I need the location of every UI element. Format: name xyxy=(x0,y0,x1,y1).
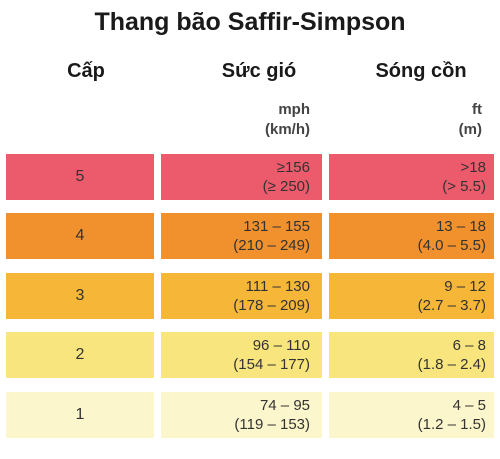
wind-mph: 96 – 110 xyxy=(252,337,310,354)
surge-ft: >18 xyxy=(460,159,486,176)
category-cell: 4 xyxy=(6,213,154,259)
page-title: Thang bão Saffir-Simpson xyxy=(94,8,406,36)
header-category: Cấp xyxy=(67,60,105,82)
wind-cell: 74 – 95 (119 – 153) xyxy=(161,392,322,438)
wind-unit-secondary: (km/h) xyxy=(265,121,310,138)
table-row: 2 96 – 110 (154 – 177) 6 – 8 (1.8 – 2.4) xyxy=(0,332,500,378)
surge-cell: >18 (> 5.5) xyxy=(329,154,494,200)
wind-cell: 96 – 110 (154 – 177) xyxy=(161,332,322,378)
wind-kmh: (≥ 250) xyxy=(262,178,310,195)
surge-cell: 4 – 5 (1.2 – 1.5) xyxy=(329,392,494,438)
header-surge: Sóng cồn xyxy=(375,60,467,82)
surge-unit-primary: ft xyxy=(472,101,482,118)
surge-cell: 9 – 12 (2.7 – 3.7) xyxy=(329,273,494,319)
wind-kmh: (178 – 209) xyxy=(233,297,310,314)
wind-mph: 74 – 95 xyxy=(259,397,310,414)
surge-m: (4.0 – 5.5) xyxy=(417,237,486,254)
surge-m: (1.2 – 1.5) xyxy=(417,416,486,433)
wind-unit-primary: mph xyxy=(278,101,310,118)
category-cell: 5 xyxy=(6,154,154,200)
wind-mph: 111 – 130 xyxy=(245,278,310,295)
wind-unit: mph (km/h) xyxy=(160,100,310,140)
category-cell: 2 xyxy=(6,332,154,378)
surge-m: (1.8 – 2.4) xyxy=(417,356,486,373)
table-row: 1 74 – 95 (119 – 153) 4 – 5 (1.2 – 1.5) xyxy=(0,392,500,438)
surge-m: (> 5.5) xyxy=(442,178,486,195)
wind-cell: 131 – 155 (210 – 249) xyxy=(161,213,322,259)
header-wind: Sức gió xyxy=(221,60,297,82)
wind-kmh: (119 – 153) xyxy=(234,416,310,433)
surge-ft: 9 – 12 xyxy=(444,278,486,295)
surge-unit-secondary: (m) xyxy=(458,121,482,138)
surge-cell: 6 – 8 (1.8 – 2.4) xyxy=(329,332,494,378)
wind-mph: 131 – 155 xyxy=(243,218,310,235)
surge-ft: 13 – 18 xyxy=(435,218,486,235)
wind-cell: ≥156 (≥ 250) xyxy=(161,154,322,200)
table-row: 5 ≥156 (≥ 250) >18 (> 5.5) xyxy=(0,154,500,200)
surge-ft: 4 – 5 xyxy=(452,397,486,414)
wind-kmh: (154 – 177) xyxy=(233,356,310,373)
surge-m: (2.7 – 3.7) xyxy=(417,297,486,314)
surge-ft: 6 – 8 xyxy=(452,337,486,354)
surge-unit: ft (m) xyxy=(330,100,482,140)
category-cell: 1 xyxy=(6,392,154,438)
category-cell: 3 xyxy=(6,273,154,319)
wind-kmh: (210 – 249) xyxy=(233,237,310,254)
wind-mph: ≥156 xyxy=(276,159,310,176)
surge-cell: 13 – 18 (4.0 – 5.5) xyxy=(329,213,494,259)
wind-cell: 111 – 130 (178 – 209) xyxy=(161,273,322,319)
table-row: 3 111 – 130 (178 – 209) 9 – 12 (2.7 – 3.… xyxy=(0,273,500,319)
table-row: 4 131 – 155 (210 – 249) 13 – 18 (4.0 – 5… xyxy=(0,213,500,259)
